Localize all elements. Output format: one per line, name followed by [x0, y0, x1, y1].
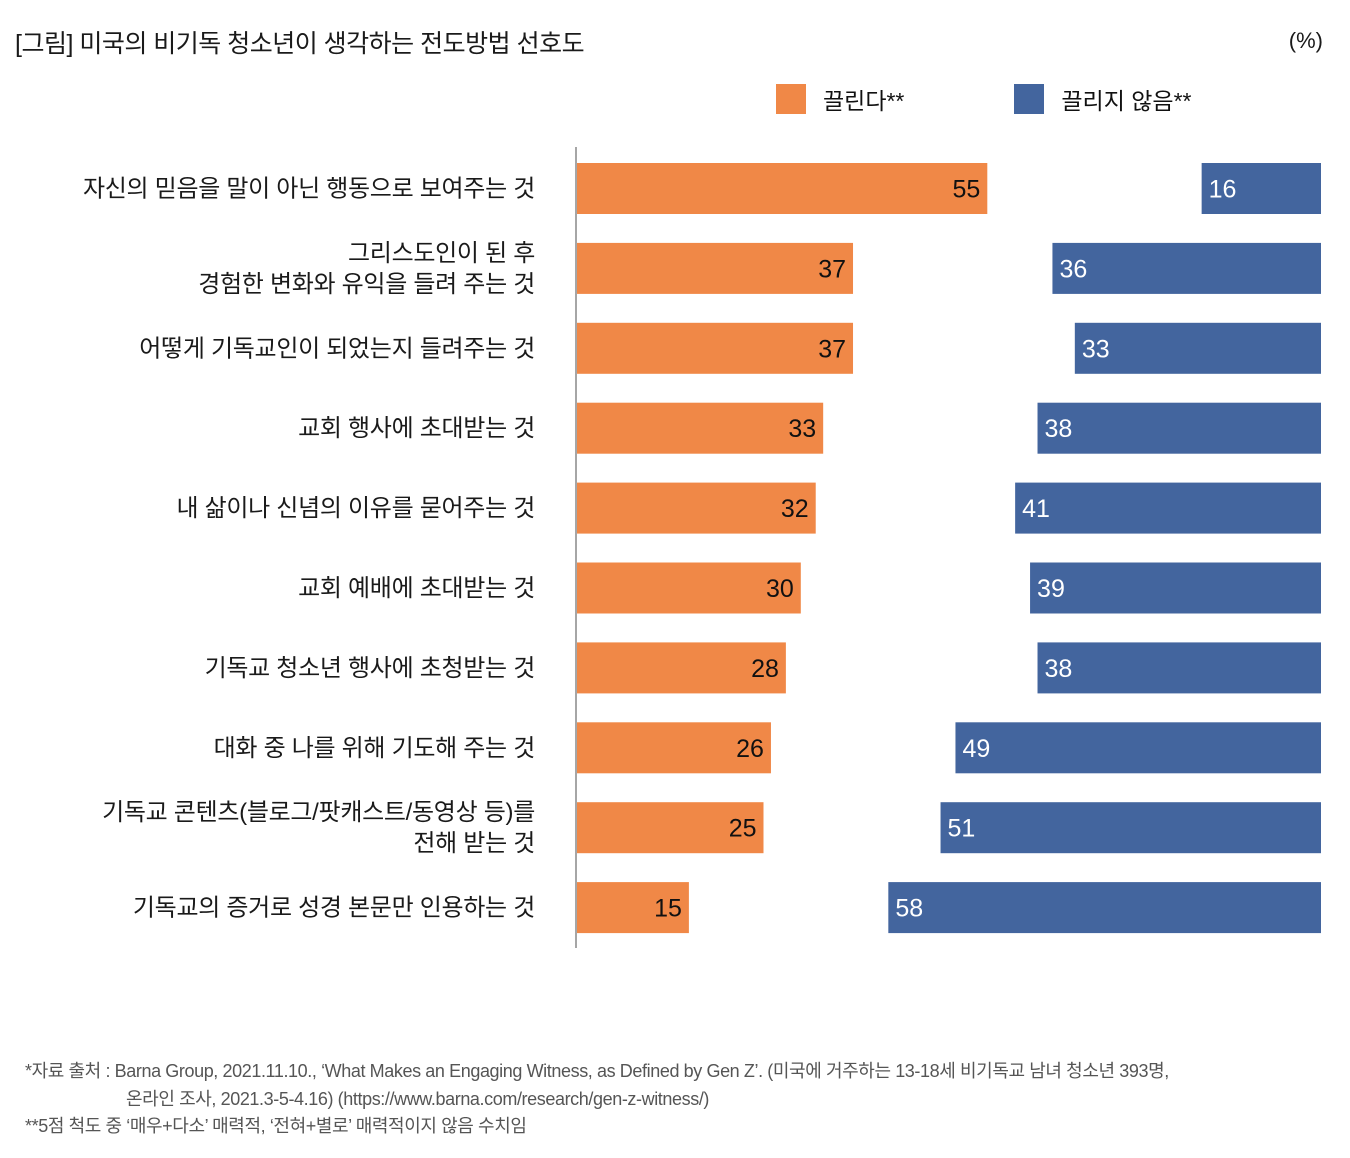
category-label-line: 그리스도인이 된 후	[348, 240, 535, 267]
bar-attracted	[577, 722, 771, 774]
bar-not-attracted	[1037, 402, 1321, 454]
value-label-not-attracted: 58	[895, 895, 923, 923]
legend-item-attracted: 끌린다**	[776, 82, 904, 116]
category-label-line: 교회 행사에 초대받는 것	[298, 415, 535, 442]
category-label: 내 삶이나 신념의 이유를 묻어주는 것	[176, 495, 535, 522]
bar-not-attracted	[1015, 482, 1321, 534]
value-label-attracted: 33	[788, 415, 816, 443]
bar-not-attracted	[1037, 642, 1321, 694]
value-label-attracted: 37	[818, 255, 846, 283]
value-label-not-attracted: 16	[1209, 176, 1237, 204]
chart-title: [그림] 미국의 비기독 청소년이 생각하는 전도방법 선호도	[15, 30, 585, 58]
footnote-source: *자료 출처 : Barna Group, 2021.11.10., ‘What…	[25, 1061, 1169, 1081]
legend-label-not-attracted: 끌리지 않음**	[1061, 88, 1192, 114]
value-label-attracted: 30	[766, 575, 794, 603]
value-label-attracted: 28	[751, 655, 779, 683]
legend-label-attracted: 끌린다**	[823, 88, 905, 114]
bar-attracted	[577, 882, 689, 934]
unit-label: (%)	[1288, 28, 1323, 53]
category-label-line: 기독교 청소년 행사에 초청받는 것	[205, 655, 535, 682]
bar-not-attracted	[955, 722, 1321, 774]
category-label-line: 경험한 변화와 유익을 들려 주는 것	[198, 271, 535, 298]
bar-attracted	[577, 322, 854, 374]
legend: 끌린다** 끌리지 않음**	[776, 82, 1191, 116]
legend-item-not-attracted: 끌리지 않음**	[1014, 82, 1191, 116]
value-label-not-attracted: 38	[1045, 655, 1073, 683]
bar-attracted	[577, 562, 801, 614]
legend-swatch-not-attracted	[1014, 84, 1045, 114]
category-label-line: 대화 중 나를 위해 기도해 주는 것	[214, 735, 535, 762]
category-label: 교회 예배에 초대받는 것	[298, 575, 535, 602]
value-label-not-attracted: 39	[1037, 575, 1065, 603]
category-label: 대화 중 나를 위해 기도해 주는 것	[214, 735, 535, 762]
value-label-not-attracted: 38	[1045, 415, 1073, 443]
category-label-line: 기독교 콘텐츠(블로그/팟캐스트/동영상 등)를	[102, 799, 535, 826]
value-label-attracted: 55	[952, 176, 980, 204]
bar-not-attracted	[1052, 242, 1321, 294]
value-label-not-attracted: 33	[1082, 335, 1110, 363]
footnote-scale: **5점 척도 중 ‘매우+다소’ 매력적, ‘전혀+별로’ 매력적이지 않음 …	[25, 1116, 527, 1136]
bar-not-attracted	[1030, 562, 1321, 614]
category-label-line: 자신의 믿음을 말이 아닌 행동으로 보여주는 것	[83, 176, 535, 203]
category-label-line: 기독교의 증거로 성경 본문만 인용하는 것	[133, 895, 535, 922]
bar-attracted	[577, 802, 764, 854]
bar-not-attracted	[940, 802, 1321, 854]
bar-attracted	[577, 482, 816, 534]
legend-swatch-attracted	[776, 84, 806, 114]
category-label: 자신의 믿음을 말이 아닌 행동으로 보여주는 것	[83, 176, 535, 203]
bar-not-attracted	[888, 882, 1321, 934]
footnote-source-cont: 온라인 조사, 2021.3-5-4.16) (https://www.barn…	[126, 1089, 710, 1109]
bar-not-attracted	[1074, 322, 1321, 374]
value-label-not-attracted: 49	[962, 735, 990, 763]
bar-attracted	[577, 242, 854, 294]
value-label-attracted: 32	[781, 495, 809, 523]
bar-attracted	[577, 402, 824, 454]
category-label-line: 교회 예배에 초대받는 것	[298, 575, 535, 602]
value-label-not-attracted: 51	[948, 815, 976, 843]
bar-attracted	[577, 642, 786, 694]
value-label-attracted: 25	[729, 815, 757, 843]
value-label-not-attracted: 41	[1022, 495, 1050, 523]
value-label-attracted: 37	[818, 335, 846, 363]
category-label: 기독교 청소년 행사에 초청받는 것	[205, 655, 535, 682]
value-label-not-attracted: 36	[1059, 255, 1087, 283]
bar-attracted	[577, 163, 988, 214]
bar-not-attracted	[1201, 163, 1321, 214]
category-label-line: 전해 받는 것	[413, 830, 535, 857]
value-label-attracted: 26	[736, 735, 764, 763]
category-label: 교회 행사에 초대받는 것	[298, 415, 535, 442]
value-label-attracted: 15	[654, 895, 682, 923]
category-label-line: 내 삶이나 신념의 이유를 묻어주는 것	[176, 495, 535, 522]
category-label: 어떻게 기독교인이 되었는지 들려주는 것	[139, 335, 535, 362]
category-label: 기독교의 증거로 성경 본문만 인용하는 것	[133, 895, 535, 922]
category-label-line: 어떻게 기독교인이 되었는지 들려주는 것	[139, 335, 535, 362]
